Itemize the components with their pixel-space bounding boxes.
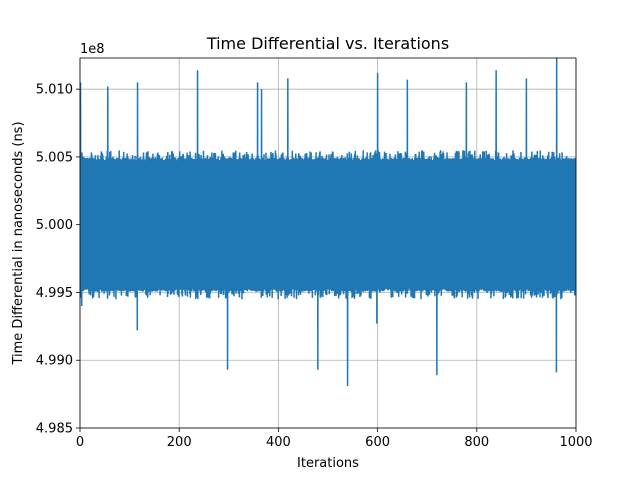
y-axis-offset-label: 1e8 bbox=[80, 42, 105, 57]
y-tick-label: 5.000 bbox=[36, 218, 73, 233]
y-tick-label: 4.995 bbox=[36, 286, 73, 301]
data-series bbox=[80, 58, 576, 386]
y-tick-label: 5.005 bbox=[36, 150, 73, 165]
y-tick-label: 4.985 bbox=[36, 422, 73, 437]
chart-title: Time Differential vs. Iterations bbox=[206, 34, 449, 53]
x-axis-label: Iterations bbox=[297, 456, 359, 471]
plot-frame bbox=[79, 57, 577, 429]
x-tick-label: 800 bbox=[464, 435, 489, 450]
x-tick-label: 200 bbox=[167, 435, 192, 450]
x-tick-label: 400 bbox=[266, 435, 291, 450]
x-tick-label: 1000 bbox=[559, 435, 592, 450]
ticks: 0 200 400 600 800 1000 4.985 4.990 4.995 5.000 5.0… bbox=[36, 83, 593, 450]
y-tick-label: 4.990 bbox=[36, 354, 73, 369]
y-tick-label: 5.010 bbox=[36, 83, 73, 98]
x-tick-label: 600 bbox=[365, 435, 390, 450]
x-tick-label: 0 bbox=[76, 435, 84, 450]
data-line bbox=[80, 58, 576, 386]
y-axis-label: Time Differential in nanoseconds (ns) bbox=[11, 121, 26, 365]
